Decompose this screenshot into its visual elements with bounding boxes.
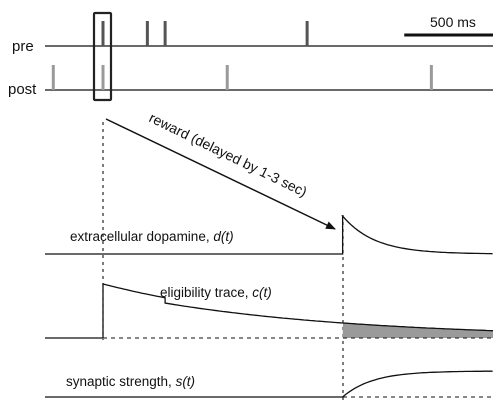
coincidence-highlight-box (92, 11, 113, 102)
pre-spike-train (101, 21, 309, 46)
reward-arrow-label: reward (delayed by 1-3 sec) (147, 109, 310, 199)
post-row-label: post (8, 81, 37, 98)
dopamine-label: extracellular dopamine, d(t) (70, 229, 234, 244)
synaptic-label-text: synaptic strength, (66, 374, 176, 389)
eligibility-reward-overlap-shade (342, 323, 493, 338)
eligibility-label-text: eligibility trace, (160, 285, 252, 300)
dopamine-symbol: d(t) (213, 229, 233, 244)
synaptic-symbol: s(t) (176, 374, 196, 389)
dopamine-trace (45, 215, 493, 255)
eligibility-symbol: c(t) (252, 285, 272, 300)
scale-bar-label: 500 ms (430, 14, 476, 30)
synaptic-label: synaptic strength, s(t) (66, 374, 195, 389)
eligibility-trace (45, 283, 494, 339)
synaptic-trace (45, 370, 493, 398)
eligibility-label: eligibility trace, c(t) (160, 285, 272, 300)
pre-row-label: pre (12, 38, 34, 55)
post-spike-train (51, 65, 433, 90)
reward-arrow (105, 118, 336, 230)
dopamine-label-text: extracellular dopamine, (70, 229, 213, 244)
